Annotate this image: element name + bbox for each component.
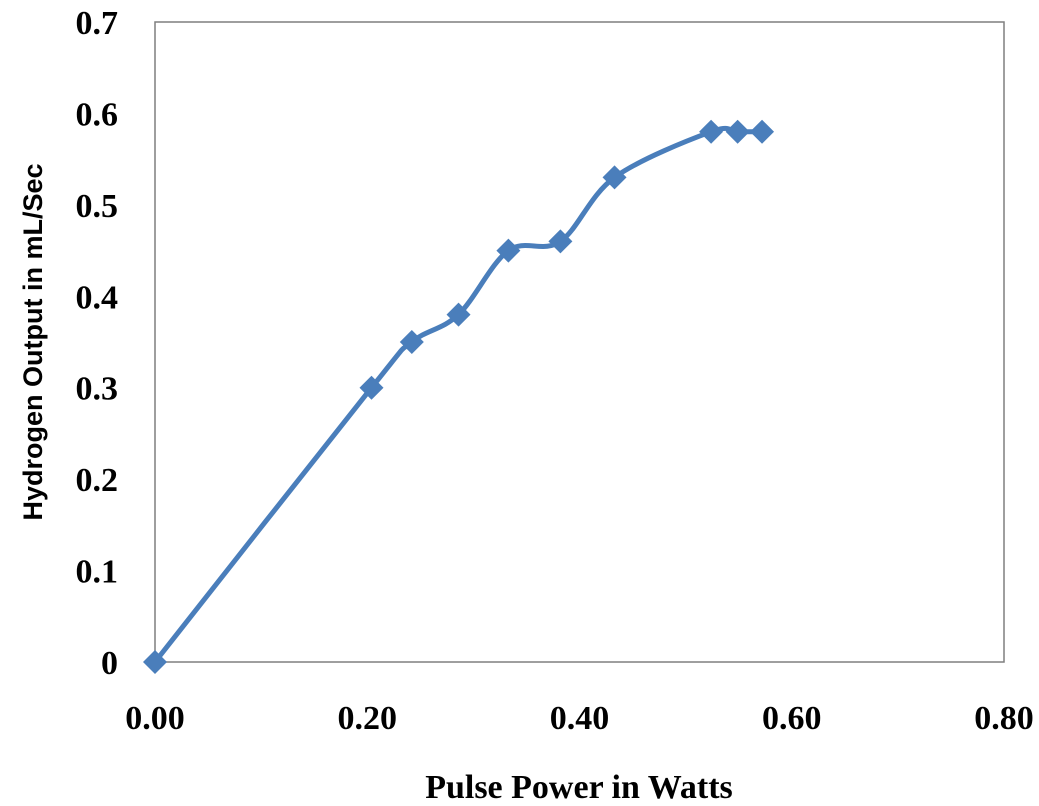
y-tick-label: 0.4 bbox=[76, 279, 119, 316]
y-tick-label: 0.5 bbox=[76, 188, 119, 225]
y-tick-label: 0.7 bbox=[76, 5, 119, 42]
x-axis-ticks: 0.00 0.20 0.40 0.60 0.80 bbox=[125, 700, 1034, 737]
y-axis-ticks: 0 0.1 0.2 0.3 0.4 0.5 0.6 0.7 bbox=[76, 5, 119, 682]
data-point-marker bbox=[602, 165, 627, 190]
y-tick-label: 0.6 bbox=[76, 96, 119, 133]
series-markers bbox=[143, 119, 775, 674]
x-tick-label: 0.00 bbox=[125, 700, 185, 737]
y-tick-label: 0.3 bbox=[76, 371, 119, 408]
data-point-marker bbox=[143, 650, 167, 674]
data-point-marker bbox=[699, 119, 724, 144]
x-axis-title: Pulse Power in Watts bbox=[425, 769, 733, 806]
data-point-marker bbox=[359, 375, 384, 400]
x-tick-label: 0.40 bbox=[550, 700, 610, 737]
data-point-marker bbox=[496, 238, 521, 263]
data-point-marker bbox=[725, 119, 750, 144]
y-tick-label: 0.1 bbox=[76, 554, 119, 591]
data-point-marker bbox=[548, 229, 573, 254]
x-tick-label: 0.60 bbox=[762, 700, 822, 737]
data-point-marker bbox=[399, 330, 424, 354]
y-tick-label: 0 bbox=[101, 645, 118, 682]
x-tick-label: 0.80 bbox=[974, 700, 1034, 737]
plot-area bbox=[154, 21, 1005, 663]
y-tick-label: 0.2 bbox=[76, 462, 119, 499]
y-axis-title: Hydrogen Output in mL/Sec bbox=[18, 163, 48, 520]
x-tick-label: 0.20 bbox=[338, 700, 398, 737]
data-point-marker bbox=[750, 119, 775, 144]
data-point-marker bbox=[446, 302, 471, 327]
